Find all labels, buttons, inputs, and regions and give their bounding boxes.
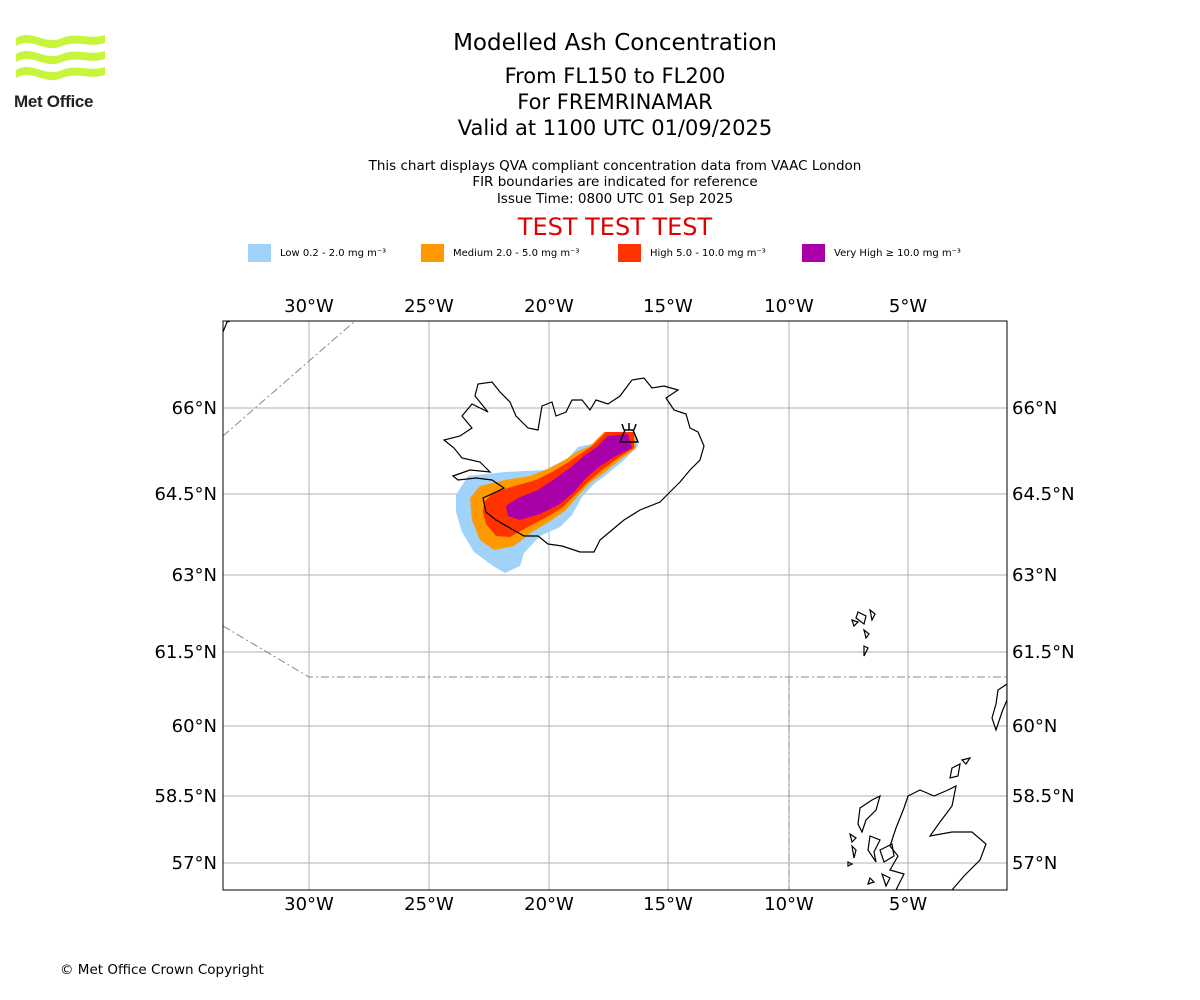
issue-time: Issue Time: 0800 UTC 01 Sep 2025: [496, 191, 734, 207]
copyright-notice: © Met Office Crown Copyright: [60, 962, 264, 978]
subtitle-source: This chart displays QVA compliant concen…: [368, 158, 862, 174]
lon-tick-label: 15°W: [643, 894, 693, 915]
lon-tick-label: 25°W: [404, 296, 454, 317]
lat-tick-label: 66°N: [1012, 398, 1057, 419]
lat-tick-label: 61.5°N: [1012, 642, 1075, 663]
iceland-coastline: [442, 377, 705, 553]
lon-tick-label: 20°W: [524, 894, 574, 915]
lat-tick-label: 61.5°N: [154, 642, 217, 663]
lat-ticks-right: 66°N 64.5°N 63°N 61.5°N 60°N 58.5°N 57°N: [1012, 398, 1075, 874]
volcano-icon: [618, 423, 640, 443]
lon-tick-label: 5°W: [889, 296, 927, 317]
lat-tick-label: 63°N: [172, 565, 217, 586]
scotland-coastline: [889, 784, 987, 890]
test-banner: TEST TEST TEST: [517, 213, 713, 241]
lat-tick-label: 63°N: [1012, 565, 1057, 586]
logo-text: Met Office: [14, 92, 94, 111]
lat-tick-label: 60°N: [1012, 716, 1057, 737]
met-office-waves-icon: [16, 34, 105, 81]
lat-tick-label: 64.5°N: [1012, 484, 1075, 505]
legend-item-medium: Medium 2.0 - 5.0 mg m⁻³: [421, 244, 579, 262]
lat-tick-label: 60°N: [172, 716, 217, 737]
lat-tick-label: 57°N: [1012, 853, 1057, 874]
map-gridlines: [223, 321, 1007, 890]
legend-swatch-medium: [421, 244, 444, 262]
lon-ticks-bottom: 30°W 25°W 20°W 15°W 10°W 5°W: [284, 894, 927, 915]
met-office-logo: Met Office: [14, 30, 109, 112]
lon-tick-label: 15°W: [643, 296, 693, 317]
legend-label-high: High 5.0 - 10.0 mg m⁻³: [650, 247, 766, 259]
legend-item-very-high: Very High ≥ 10.0 mg m⁻³: [802, 244, 961, 262]
chart-title: Modelled Ash Concentration: [453, 30, 777, 56]
lon-tick-label: 20°W: [524, 296, 574, 317]
ash-plume-very-high: [506, 434, 632, 520]
legend-swatch-high: [618, 244, 641, 262]
lon-ticks-top: 30°W 25°W 20°W 15°W 10°W 5°W: [284, 296, 927, 317]
lat-tick-label: 66°N: [172, 398, 217, 419]
subtitle-fir: FIR boundaries are indicated for referen…: [472, 174, 758, 190]
legend-label-very-high: Very High ≥ 10.0 mg m⁻³: [834, 247, 961, 259]
legend-label-low: Low 0.2 - 2.0 mg m⁻³: [280, 247, 387, 259]
valid-time: Valid at 1100 UTC 01/09/2025: [457, 116, 773, 140]
lat-tick-label: 57°N: [172, 853, 217, 874]
legend-swatch-very-high: [802, 244, 825, 262]
fir-boundaries: [223, 321, 1007, 890]
lon-tick-label: 25°W: [404, 894, 454, 915]
legend-swatch-low: [248, 244, 271, 262]
coastlines: [223, 321, 1007, 890]
lon-tick-label: 5°W: [889, 894, 927, 915]
lat-ticks-left: 66°N 64.5°N 63°N 61.5°N 60°N 58.5°N 57°N: [154, 398, 217, 874]
lat-tick-label: 58.5°N: [154, 786, 217, 807]
volcano-name: For FREMRINAMAR: [517, 90, 713, 114]
legend: Low 0.2 - 2.0 mg m⁻³ Medium 2.0 - 5.0 mg…: [0, 244, 1200, 264]
lon-tick-label: 30°W: [284, 894, 334, 915]
map-frame: [222, 320, 1008, 891]
lat-tick-label: 58.5°N: [1012, 786, 1075, 807]
flight-level-range: From FL150 to FL200: [504, 64, 726, 88]
lon-tick-label: 30°W: [284, 296, 334, 317]
legend-item-low: Low 0.2 - 2.0 mg m⁻³: [248, 244, 386, 262]
lat-tick-label: 64.5°N: [154, 484, 217, 505]
legend-item-high: High 5.0 - 10.0 mg m⁻³: [618, 244, 766, 262]
lon-tick-label: 10°W: [764, 296, 814, 317]
legend-label-medium: Medium 2.0 - 5.0 mg m⁻³: [453, 247, 580, 259]
lon-tick-label: 10°W: [764, 894, 814, 915]
